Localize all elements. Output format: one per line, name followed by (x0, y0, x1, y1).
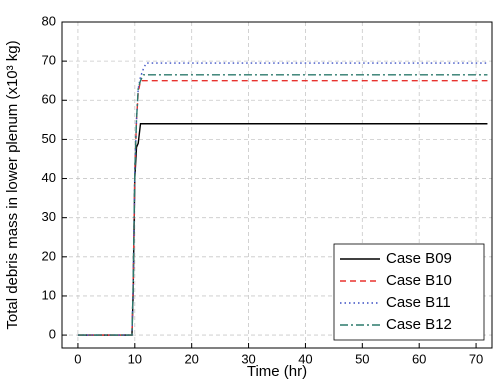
x-tick-label: 20 (184, 351, 198, 366)
series-line (77, 62, 488, 336)
y-tick-label: 60 (42, 92, 56, 107)
y-tick-label: 0 (49, 327, 56, 342)
plot-frame (61, 21, 493, 349)
legend-label: Case B12 (386, 316, 452, 333)
x-axis-title: Time (hr) (247, 363, 307, 380)
legend-label: Case B10 (386, 272, 452, 289)
y-axis-title: Total debris mass in lower plenum (x10³ … (4, 40, 21, 329)
y-tick-label: 20 (42, 248, 56, 263)
x-tick-label: 10 (128, 351, 142, 366)
y-tick-label: 40 (42, 170, 56, 185)
y-tick-label: 30 (42, 209, 56, 224)
legend-label: Case B09 (386, 250, 452, 267)
y-tick-label: 70 (42, 53, 56, 68)
y-tick-label: 80 (42, 13, 56, 28)
x-tick-label: 60 (412, 351, 426, 366)
legend-box (333, 243, 485, 341)
y-tick-label: 10 (42, 287, 56, 302)
x-tick-label: 0 (74, 351, 81, 366)
x-tick-label: 70 (469, 351, 483, 366)
y-tick-label: 50 (42, 131, 56, 146)
x-tick-label: 50 (355, 351, 369, 366)
series-line (77, 74, 488, 336)
x-tick-label: 30 (241, 351, 255, 366)
x-tick-label: 40 (298, 351, 312, 366)
legend-label: Case B11 (386, 294, 451, 311)
